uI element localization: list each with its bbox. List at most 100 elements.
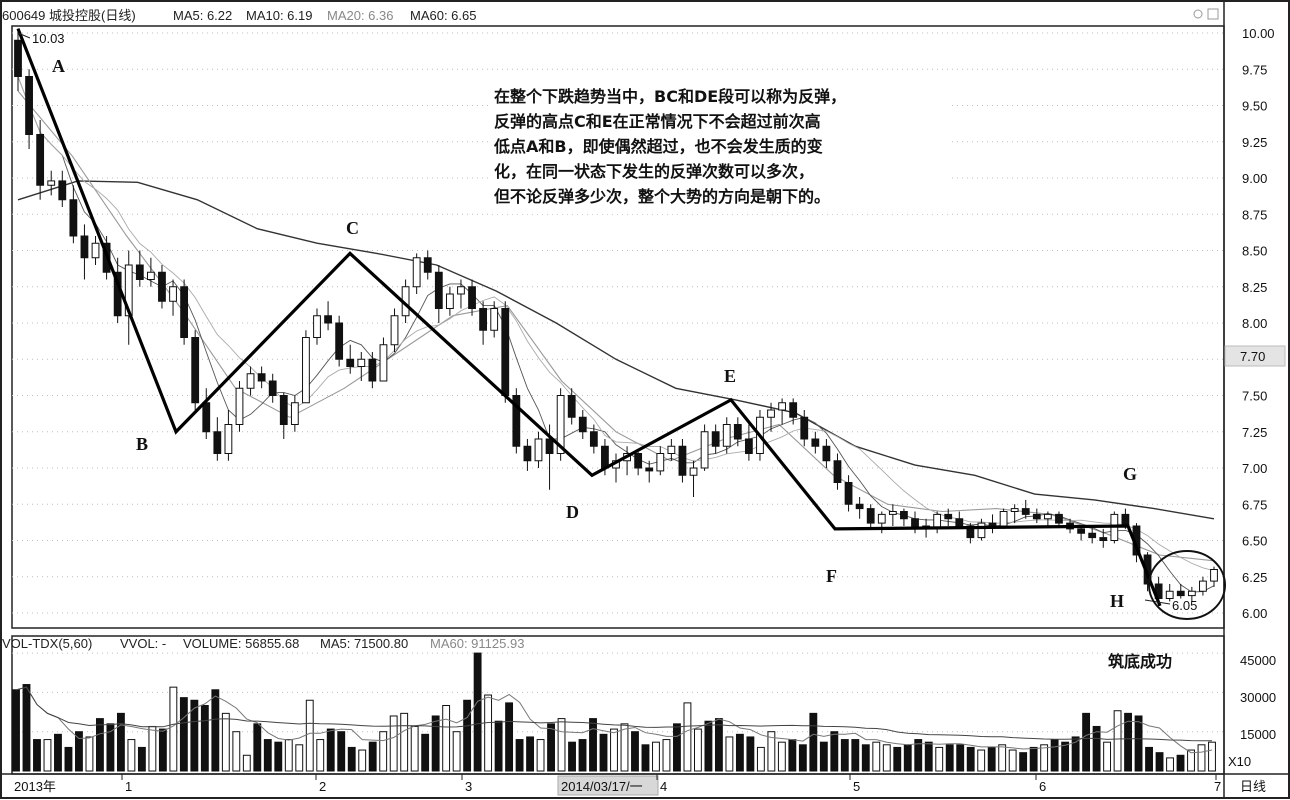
candle-body-down	[1176, 590, 1185, 597]
volume-bar	[158, 728, 167, 772]
volume-bar	[200, 705, 209, 772]
candle-body-down	[25, 76, 33, 135]
candle-body-down	[346, 358, 355, 367]
candle-body-down	[855, 503, 864, 510]
date-label: 1	[125, 779, 132, 794]
volume-bar	[998, 744, 1007, 772]
volume-bar	[914, 739, 923, 772]
candle-body-up	[656, 453, 665, 472]
volume-bar	[379, 731, 388, 772]
volume-bar	[169, 686, 178, 772]
window-control-icon[interactable]	[1193, 8, 1219, 20]
volume-bar	[232, 731, 241, 772]
candlestick	[368, 352, 377, 389]
volume-bar	[777, 741, 786, 772]
price-tick: 7.00	[1242, 461, 1267, 476]
candlestick	[656, 446, 665, 476]
volume-bar	[358, 749, 367, 772]
price-axis: 10.00 9.75 9.50 9.25 9.00 8.75 8.50 8.25…	[1242, 26, 1275, 621]
candle-body-down	[368, 358, 377, 382]
period-label[interactable]: 日线	[1240, 779, 1266, 794]
volume-bar	[589, 718, 597, 772]
volume-bar	[1008, 749, 1017, 772]
volume-bar	[253, 723, 262, 772]
volume-bar	[1187, 749, 1195, 772]
candlestick	[457, 279, 465, 309]
candle-body-up	[1165, 590, 1174, 599]
candle-body-down	[988, 522, 997, 527]
svg-text:7.70: 7.70	[1240, 349, 1265, 364]
date-label: 4	[660, 779, 667, 794]
volume-bar	[599, 733, 608, 772]
candle-body-up	[246, 373, 255, 389]
annotation-box: 在整个下跌趋势当中，BC和DE段可以称为反弹， 反弹的高点C和E在正常情况下不会…	[488, 78, 950, 214]
point-label-c: C	[346, 218, 359, 238]
candlestick	[180, 279, 189, 345]
volume-bar	[316, 739, 325, 772]
volume-bar	[935, 746, 944, 772]
candle-body-up	[767, 409, 775, 418]
volume-bar	[662, 739, 671, 772]
candlestick	[900, 508, 908, 526]
volume-tick: 30000	[1240, 690, 1276, 705]
candlestick	[811, 431, 820, 454]
candle-body-down	[213, 431, 222, 454]
candlestick	[512, 388, 521, 454]
volume-bar	[137, 746, 146, 772]
volume-bar	[840, 739, 849, 772]
volume-bar	[861, 744, 870, 772]
candle-body-down	[678, 445, 687, 476]
candle-body-up	[490, 308, 499, 331]
candlestick	[268, 373, 277, 403]
candle-body-up	[235, 387, 244, 425]
candle-body-down	[1055, 513, 1063, 524]
price-tick: 8.75	[1242, 207, 1267, 222]
volume-bar	[337, 731, 346, 772]
volume-ma-lines	[15, 686, 1213, 754]
candlestick	[844, 475, 853, 512]
volume-bar	[85, 736, 94, 772]
candlestick	[191, 330, 200, 410]
volume-bar	[1029, 746, 1038, 772]
candlestick	[279, 392, 288, 439]
volume-bar	[463, 699, 472, 772]
volume-bar	[872, 741, 881, 772]
candle-body-down	[733, 424, 742, 440]
candle-body-down	[135, 264, 144, 280]
candle-body-up	[534, 438, 543, 462]
candle-body-up	[445, 293, 454, 309]
volume-bar	[1050, 739, 1059, 772]
ma10-label: MA10: 6.19	[246, 8, 313, 23]
candle-body-down	[58, 180, 67, 201]
candlestick	[855, 497, 864, 519]
candlestick	[479, 301, 488, 345]
candle-body-down	[567, 395, 576, 418]
candle-body-down	[268, 380, 277, 396]
candle-body-down	[800, 416, 809, 440]
trend-line	[16, 28, 1162, 607]
candle-body-down	[279, 395, 288, 425]
volume-bar	[284, 739, 293, 772]
volume-bar	[693, 728, 702, 772]
candle-body-up	[1199, 580, 1207, 592]
volume-bar	[578, 739, 587, 772]
volume-bar	[1208, 741, 1216, 772]
volume-axis: 45000 30000 15000 X10	[1228, 653, 1276, 769]
date-label: 3	[465, 779, 472, 794]
candle-body-up	[47, 180, 56, 186]
candle-body-down	[1099, 537, 1108, 541]
volume-indicator-label: VOL-TDX(5,60)	[2, 636, 92, 651]
candlestick	[324, 301, 332, 331]
candlestick	[578, 410, 587, 439]
candle-body-down	[900, 511, 908, 520]
volume-bar	[421, 733, 430, 772]
candlestick	[158, 265, 166, 309]
candle-body-up	[722, 424, 731, 447]
volume-bars	[12, 652, 1216, 772]
volume-bar	[714, 718, 723, 772]
candlestick	[789, 398, 798, 425]
ma20-label: MA20: 6.36	[327, 8, 394, 23]
candlestick	[1043, 511, 1052, 526]
volume-ma60-line	[15, 686, 1212, 742]
volume-bar	[400, 712, 409, 772]
